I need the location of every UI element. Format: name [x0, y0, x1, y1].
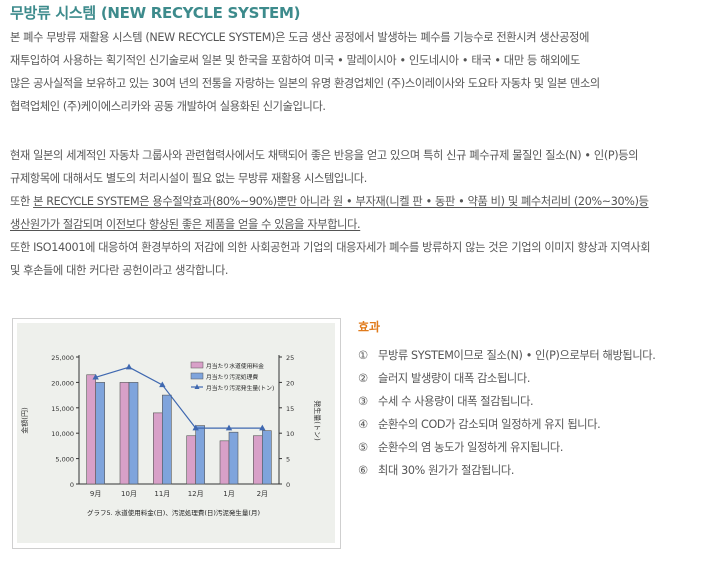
bar: [86, 374, 96, 485]
description: 본 폐수 무방류 재활용 시스템 (NEW RECYCLE SYSTEM)은 도…: [10, 26, 700, 282]
bar: [253, 435, 263, 485]
effect-text: 순환수의 염 농도가 일정하게 유지됩니다.: [378, 441, 564, 454]
effects-list: ① 무방류 SYSTEM이므로 질소(N) • 인(P)으로부터 해방됩니다. ②…: [358, 344, 656, 482]
effect-text: 수세 수 사용량이 대폭 절감됩니다.: [378, 395, 534, 408]
chart-image: 25,000 20,000 15,000 10,000 5,000 0 25 20 15 10 5 0…: [17, 323, 335, 543]
legend-label: 月当たり水道使用料金: [206, 362, 264, 370]
text-line: 본 폐수 무방류 재활용 시스템 (NEW RECYCLE SYSTEM)은 도…: [10, 31, 590, 44]
effect-text: 최대 30% 원가가 절감됩니다.: [378, 464, 515, 477]
page-title: 무방류 시스템 (NEW RECYCLE SYSTEM): [10, 4, 301, 22]
effect-item: ③ 수세 수 사용량이 대폭 절감됩니다.: [358, 390, 655, 413]
line-point: [125, 363, 133, 370]
effect-text: 무방류 SYSTEM이므로 질소(N) • 인(P)으로부터 해방됩니다.: [378, 349, 656, 362]
effect-item: ① 무방류 SYSTEM이므로 질소(N) • 인(P)으로부터 해방됩니다.: [358, 344, 656, 367]
y2-tick-label: 20: [286, 379, 294, 387]
y2-tick-label: 25: [286, 354, 294, 362]
bar: [153, 412, 163, 485]
effect-item: ⑤ 순환수의 염 농도가 일정하게 유지됩니다.: [358, 436, 655, 459]
text-line: 규제항목에 대해서도 별도의 처리시설이 필요 없는 무방류 재활용 시스템입니…: [10, 172, 367, 185]
line-point: [192, 424, 199, 431]
effect-number: ①: [358, 349, 368, 362]
y2-tick-label: 15: [286, 405, 294, 413]
bar: [95, 382, 105, 485]
bar: [128, 382, 139, 485]
bar: [195, 425, 205, 485]
text-line: 생산원가가 절감되며 이전보다 향상된 좋은 제품을 얻을 수 있음을 자부합니…: [10, 213, 700, 236]
x-tick-label: 9月: [90, 490, 101, 498]
effect-number: ③: [358, 395, 368, 408]
y-axis-label: 金額(円): [20, 407, 29, 434]
legend-marker: [194, 384, 200, 389]
chart-frame: 25,000 20,000 15,000 10,000 5,000 0 25 20 15 10 5 0…: [12, 318, 341, 549]
effect-item: ② 슬러지 발생량이 대폭 감소됩니다.: [358, 367, 655, 390]
text-line: 협력업체인 (주)케이에스리카와 공동 개발하여 실용화된 신기술입니다.: [10, 100, 326, 113]
bar: [119, 382, 130, 485]
effect-number: ②: [358, 372, 368, 385]
chart-svg: 25,000 20,000 15,000 10,000 5,000 0 25 20 15 10 5 0…: [20, 354, 322, 517]
text-line: 또한 ISO14001에 대응하여 환경부하의 저감에 의한 사회공헌과 기업의…: [10, 241, 651, 254]
text-line: 또한 본 RECYCLE SYSTEM은 용수절약효과(80%~90%)뿐만 아…: [10, 190, 700, 213]
paragraph-adoption: 현재 일본의 세계적인 자동차 그룹사와 관련협력사에서도 채택되어 좋은 반응…: [10, 144, 700, 190]
paragraph-savings: 또한 본 RECYCLE SYSTEM은 용수절약효과(80%~90%)뿐만 아…: [10, 190, 700, 236]
y2-axis-label: 発生量(トン): [313, 400, 322, 441]
text-line: 및 후손들에 대한 커다란 공헌이라고 생각합니다.: [10, 264, 229, 277]
bar: [162, 394, 172, 485]
y2-tick-label: 5: [286, 456, 290, 464]
paragraph-intro: 본 폐수 무방류 재활용 시스템 (NEW RECYCLE SYSTEM)은 도…: [10, 26, 700, 118]
effect-text: 순환수의 COD가 감소되며 일정하게 유지 됩니다.: [378, 418, 601, 431]
effect-number: ⑤: [358, 441, 368, 454]
x-tick-label: 11月: [154, 490, 170, 498]
bar: [186, 435, 196, 485]
line-point: [259, 424, 266, 431]
text-line: 재투입하여 사용하는 획기적인 신기술로써 일본 및 한국을 포함하여 미국 •…: [10, 54, 580, 67]
text-line: 현재 일본의 세계적인 자동차 그룹사와 관련협력사에서도 채택되어 좋은 반응…: [10, 149, 639, 162]
y2-tick-label: 10: [286, 430, 294, 438]
legend-label: 月当たり汚泥処理費: [206, 373, 258, 381]
y2-tick-label: 0: [286, 481, 290, 489]
bar: [219, 440, 230, 485]
chart-caption: グラフ5. 水道使用料金(日)、汚泥処理費(日)汚泥発生量(月): [87, 508, 260, 517]
effect-item: ④ 순환수의 COD가 감소되며 일정하게 유지 됩니다.: [358, 413, 655, 436]
effects-title: 효과: [358, 320, 381, 334]
x-tick-label: 2月: [257, 490, 268, 498]
legend-label: 月当たり汚泥発生量(トン): [206, 384, 274, 392]
y-tick-label: 15,000: [51, 405, 74, 413]
y-tick-label: 25,000: [51, 354, 74, 362]
legend-swatch: [190, 372, 204, 380]
line-point: [225, 424, 233, 431]
underlined-text: 본 RECYCLE SYSTEM은 용수절약효과(80%~90%)뿐만 아니라 …: [33, 195, 649, 208]
x-tick-label: 1月: [223, 490, 234, 498]
effect-text: 슬러지 발생량이 대폭 감소됩니다.: [378, 372, 531, 385]
effect-number: ⑥: [358, 464, 368, 477]
line-point: [92, 373, 99, 380]
y-tick-label: 5,000: [55, 456, 74, 464]
legend-swatch: [190, 361, 204, 369]
effect-number: ④: [358, 418, 368, 431]
text-line: 많은 공사실적을 보유하고 있는 30여 년의 전통을 자랑하는 일본의 유명 …: [10, 77, 600, 90]
y-tick-label: 0: [70, 481, 74, 489]
bar: [228, 431, 239, 485]
bar: [262, 430, 272, 485]
x-tick-label: 10月: [121, 490, 137, 498]
text-prefix: 또한: [10, 195, 34, 208]
series-line: [95, 366, 263, 429]
line-point: [159, 381, 166, 388]
underlined-text: 생산원가가 절감되며 이전보다 향상된 좋은 제품을 얻을 수 있음을 자부합니…: [10, 218, 361, 231]
y-tick-label: 20,000: [51, 379, 74, 387]
paragraph-iso: 또한 ISO14001에 대응하여 환경부하의 저감에 의한 사회공헌과 기업의…: [10, 236, 700, 282]
y-tick-label: 10,000: [51, 430, 74, 438]
x-tick-label: 12月: [188, 490, 204, 498]
effect-item: ⑥ 최대 30% 원가가 절감됩니다.: [358, 459, 655, 482]
